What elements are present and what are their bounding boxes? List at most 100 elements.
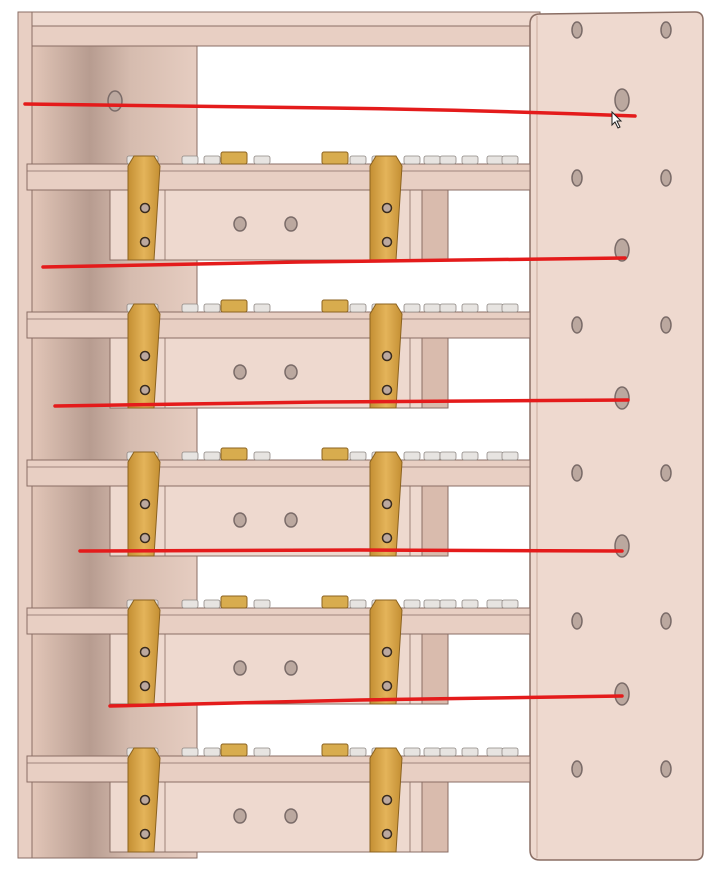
panel-hole: [571, 464, 583, 482]
screw: [181, 155, 199, 165]
screw: [181, 599, 199, 609]
brass-spacer: [321, 447, 349, 461]
strap-hole: [381, 236, 393, 248]
screw: [461, 451, 479, 461]
screw: [423, 599, 441, 609]
screw: [349, 599, 367, 609]
panel-hole: [660, 316, 672, 334]
back-frame: [17, 11, 541, 859]
brass-spacer: [220, 447, 248, 461]
screw: [461, 599, 479, 609]
shelf-plate: [26, 607, 531, 635]
strap-hole: [139, 384, 151, 396]
box-hole: [233, 660, 247, 676]
panel-hole: [660, 612, 672, 630]
strap-hole: [139, 532, 151, 544]
mouse-cursor-icon: [611, 110, 623, 129]
screw: [439, 599, 457, 609]
box-hole: [284, 808, 298, 824]
screw: [423, 303, 441, 313]
screw: [486, 303, 504, 313]
brass-spacer: [321, 743, 349, 757]
screw: [439, 451, 457, 461]
box-hole: [233, 808, 247, 824]
screw: [253, 451, 271, 461]
screw: [253, 155, 271, 165]
panel-hole: [571, 612, 583, 630]
panel-hole: [571, 21, 583, 39]
screw: [181, 451, 199, 461]
large-panel-hole: [614, 534, 630, 558]
screw: [403, 599, 421, 609]
shelf: [26, 595, 531, 705]
screw: [486, 599, 504, 609]
panel-hole: [660, 21, 672, 39]
strap-hole: [139, 202, 151, 214]
box-hole: [284, 364, 298, 380]
screw: [349, 747, 367, 757]
large-panel-hole: [614, 238, 630, 262]
screw: [203, 747, 221, 757]
screw: [203, 155, 221, 165]
screw: [439, 303, 457, 313]
screw: [423, 747, 441, 757]
shelf-stack: [26, 151, 531, 853]
screw: [349, 155, 367, 165]
screw: [423, 155, 441, 165]
box-hole: [233, 364, 247, 380]
shelf-box-back: [419, 335, 449, 409]
shelf-plate: [26, 311, 531, 339]
strap-hole: [139, 828, 151, 840]
annotation-lines: [23, 102, 637, 708]
box-hole: [233, 512, 247, 528]
shelf-plate: [26, 163, 531, 191]
panel-hole: [571, 760, 583, 778]
strap-hole: [381, 384, 393, 396]
left-back-post: [17, 11, 33, 859]
annotation-line-2: [41, 256, 627, 269]
screw: [403, 451, 421, 461]
screw: [403, 747, 421, 757]
annotation-line-5: [108, 694, 624, 708]
strap-hole: [381, 498, 393, 510]
screw: [253, 599, 271, 609]
box-hole: [284, 216, 298, 232]
strap-hole: [381, 350, 393, 362]
box-hole: [284, 660, 298, 676]
screw: [461, 155, 479, 165]
screw: [403, 303, 421, 313]
strap-hole: [381, 202, 393, 214]
screw: [423, 451, 441, 461]
screw: [461, 303, 479, 313]
strap-hole: [381, 532, 393, 544]
shelf: [26, 151, 531, 261]
screw: [349, 451, 367, 461]
shelf: [26, 743, 531, 853]
brass-spacer: [220, 595, 248, 609]
strap-hole: [139, 680, 151, 692]
screw: [203, 451, 221, 461]
shelf: [26, 299, 531, 409]
strap-hole: [381, 828, 393, 840]
annotation-line-4: [78, 548, 624, 553]
screw: [253, 747, 271, 757]
screw: [501, 155, 519, 165]
top-crossbar-lip: [19, 11, 541, 27]
top-crossbar: [26, 25, 531, 47]
shelf-box-back: [419, 187, 449, 261]
box-hole: [284, 512, 298, 528]
brass-spacer: [220, 743, 248, 757]
screw: [181, 303, 199, 313]
large-panel-hole: [614, 682, 630, 706]
screw: [203, 599, 221, 609]
shelf-box-back: [419, 483, 449, 557]
shelf: [26, 447, 531, 557]
mount-hole: [107, 90, 123, 112]
strap-hole: [139, 794, 151, 806]
right-panel-holes: [571, 21, 672, 778]
screw: [461, 747, 479, 757]
brass-spacer: [321, 299, 349, 313]
screw: [349, 303, 367, 313]
screw: [253, 303, 271, 313]
